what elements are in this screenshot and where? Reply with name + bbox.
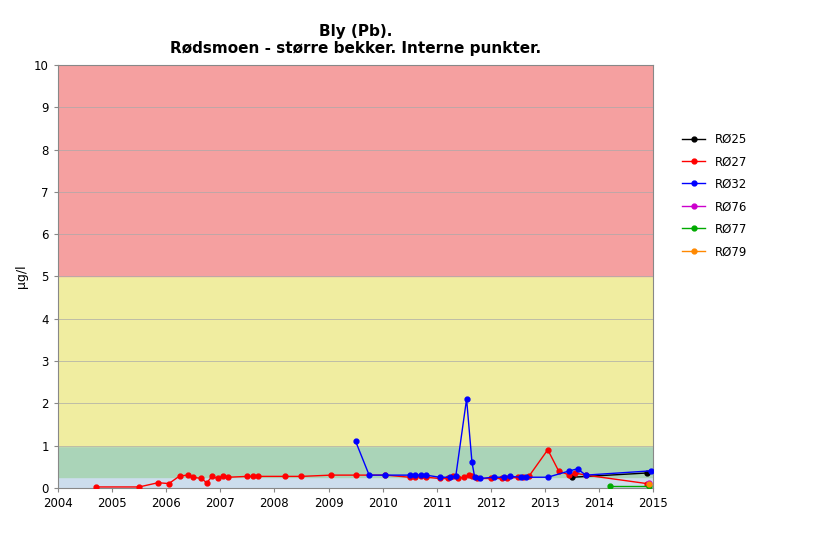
RØ27 [213,475,222,482]
RØ32 [646,468,656,474]
RØ27 [189,474,198,480]
RØ32 [581,472,590,479]
RØ27 [242,473,252,480]
RØ27 [202,480,212,486]
RØ27 [351,472,361,479]
RØ27 [91,483,101,490]
RØ32 [421,472,431,479]
RØ27 [196,475,206,482]
RØ27 [218,473,228,479]
RØ27 [297,473,307,480]
RØ27 [486,475,496,482]
RØ27 [153,480,163,486]
Bar [58,276,653,446]
Line: RØ32: RØ32 [353,397,653,481]
RØ25 [642,470,652,476]
RØ32 [404,472,414,479]
RØ27 [472,475,482,482]
RØ27 [497,475,507,482]
RØ27 [459,474,469,480]
Line: RØ27: RØ27 [93,447,649,489]
RØ27 [421,474,431,480]
RØ27 [134,483,144,490]
RØ27 [327,472,337,479]
RØ27 [642,480,652,487]
RØ27 [543,447,552,453]
RØ27 [442,475,452,482]
Bar [58,446,653,477]
Line: RØ77: RØ77 [608,483,652,488]
Text: Rødsmoen - større bekker. Interne punkter.: Rødsmoen - større bekker. Interne punkte… [170,41,541,56]
RØ77 [644,482,654,489]
RØ27 [519,474,528,480]
RØ27 [453,475,463,482]
RØ32 [489,474,499,480]
RØ27 [553,468,563,474]
RØ27 [164,480,174,487]
RØ32 [500,474,509,480]
RØ32 [572,466,582,472]
Bar [58,477,653,488]
Line: RØ25: RØ25 [570,470,649,480]
RØ27 [410,474,420,480]
RØ27 [280,473,290,480]
RØ27 [208,473,218,480]
RØ27 [467,473,477,480]
RØ77 [605,482,615,489]
RØ27 [404,474,414,480]
RØ27 [223,474,233,480]
RØ27 [416,473,426,480]
RØ27 [523,473,533,480]
RØ27 [434,475,444,482]
Legend: RØ25, RØ27, RØ32, RØ76, RØ77, RØ79: RØ25, RØ27, RØ32, RØ76, RØ77, RØ79 [677,128,752,263]
RØ27 [570,470,580,476]
RØ27 [565,472,575,479]
RØ32 [451,473,461,480]
RØ32 [543,474,552,480]
RØ32 [521,474,531,480]
RØ32 [351,438,361,444]
RØ25 [567,474,577,480]
RØ32 [505,473,515,480]
RØ32 [461,396,471,402]
RØ32 [410,472,420,479]
Bar [58,65,653,276]
RØ32 [467,459,477,466]
RØ32 [416,472,426,479]
RØ32 [364,472,374,479]
Y-axis label: µg/l: µg/l [16,264,28,288]
RØ27 [464,472,474,479]
Text: Bly (Pb).: Bly (Pb). [319,24,392,40]
RØ32 [380,472,390,479]
RØ27 [513,474,523,480]
RØ32 [565,468,575,474]
RØ32 [446,474,456,480]
RØ27 [248,473,258,480]
RØ27 [581,472,590,479]
RØ27 [183,472,193,479]
RØ32 [434,474,444,480]
RØ27 [380,472,390,479]
RØ27 [253,473,263,480]
RØ32 [476,475,485,482]
RØ32 [470,474,480,480]
RØ32 [516,474,526,480]
RØ27 [174,473,184,479]
RØ27 [448,473,458,480]
RØ27 [502,475,512,482]
